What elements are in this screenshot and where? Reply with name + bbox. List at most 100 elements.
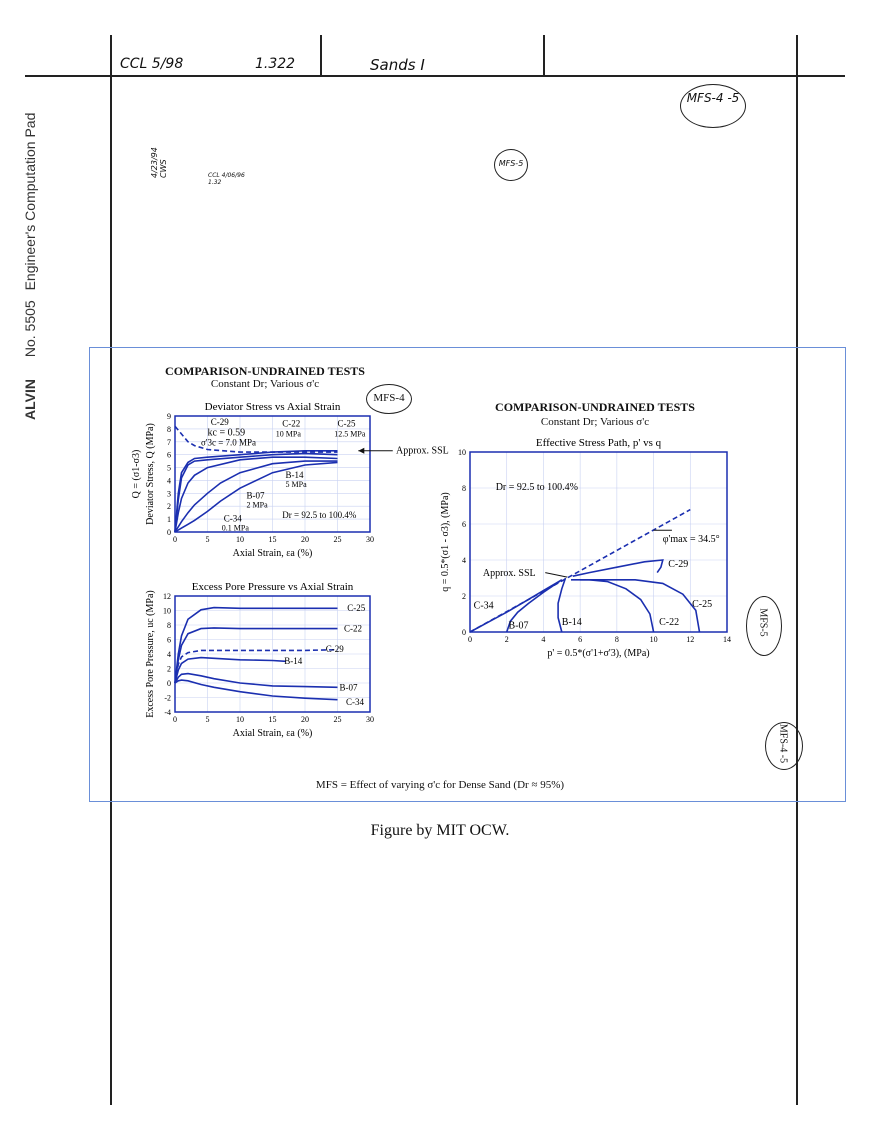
header-right: Sands I xyxy=(370,56,425,74)
pad-text: Engineer's Computation Pad xyxy=(22,112,38,291)
y-tick-label: 2 xyxy=(167,502,171,511)
x-tick-label: 15 xyxy=(269,535,277,544)
y-tick-label: -4 xyxy=(164,708,171,717)
chart-title: Excess Pore Pressure vs Axial Strain xyxy=(192,581,354,593)
label-dr: Dr = 92.5 to 100.4% xyxy=(496,482,578,493)
series-line-c-34 xyxy=(469,579,563,633)
x-tick-label: 20 xyxy=(301,535,309,544)
series-line-c-25 xyxy=(580,579,701,633)
y-tick-label: 6 xyxy=(462,520,466,529)
x-axis-label: Axial Strain, εa (%) xyxy=(233,728,313,739)
label-c22: C-22 xyxy=(344,624,362,634)
y-axis-label: q = 0.5*(σ1 - σ3), (MPa) xyxy=(440,492,451,591)
pad-brand: ALVIN xyxy=(22,379,38,420)
series-line-b-07 xyxy=(174,672,338,689)
x-tick-label: 4 xyxy=(541,635,545,644)
chart-title: Effective Stress Path, p' vs q xyxy=(536,437,662,449)
right-figure-subtitle: Constant Dr; Various σ'c xyxy=(540,416,650,428)
x-tick-label: 10 xyxy=(650,635,658,644)
series-line-b-14 xyxy=(557,577,567,633)
x-tick-label: 2 xyxy=(505,635,509,644)
label-ssl: Approx. SSL xyxy=(396,445,449,456)
series-line-c-34 xyxy=(174,679,338,701)
label-c25: C-25 xyxy=(347,603,366,613)
label-ssl: Approx. SSL xyxy=(483,568,536,579)
x-tick-label: 15 xyxy=(269,715,277,724)
label-c29: C-29 xyxy=(326,644,345,654)
series-line-c-22 xyxy=(174,452,338,533)
series-line-c-29 xyxy=(174,425,338,453)
header-mid: 1.322 xyxy=(255,56,296,72)
label-c25-pressure: 12.5 MPa xyxy=(334,430,366,439)
y-tick-label: 5 xyxy=(167,464,171,473)
margin-note-date: 4/23/94 CWS xyxy=(150,147,168,178)
series-line-c-25 xyxy=(174,606,338,684)
label-b14: B-14 xyxy=(562,617,582,628)
label-c29: C-29 xyxy=(668,559,688,570)
y-axis-label-2: Q = (σ1-σ3) xyxy=(131,450,142,499)
y-axis-label: Deviator Stress, Q (MPa) xyxy=(145,423,156,525)
mfs45-badge xyxy=(765,722,803,770)
mfs45-text: MFS-4 -5 xyxy=(777,723,789,764)
figure-frame xyxy=(89,347,846,802)
label-b07-pressure: 2 MPa xyxy=(247,501,269,510)
label-c22-pressure: 10 MPa xyxy=(276,430,302,439)
x-axis-label: Axial Strain, εa (%) xyxy=(233,548,313,559)
series-line-b-07 xyxy=(174,460,338,533)
series-line-c-22 xyxy=(174,627,338,684)
y-tick-label: 8 xyxy=(167,621,171,630)
margin-note-ccl: CCL 4/06/96 1.32 xyxy=(208,172,245,186)
y-tick-label: 2 xyxy=(462,592,466,601)
y-tick-label: 4 xyxy=(167,476,171,485)
plot-frame xyxy=(174,415,371,533)
mfs4-text: MFS-4 xyxy=(373,392,405,404)
tag-top-right-text: MFS-4 -5 xyxy=(686,91,740,105)
label-b07: B-07 xyxy=(247,490,266,500)
right-margin-rule xyxy=(796,35,798,1105)
label-c25: C-25 xyxy=(338,418,357,428)
y-tick-label: 0 xyxy=(167,528,171,537)
y-tick-label: 8 xyxy=(167,425,171,434)
label-b14: B-14 xyxy=(286,470,305,480)
mfs5-badge xyxy=(746,596,782,656)
x-tick-label: 5 xyxy=(206,535,210,544)
label-c34: C-34 xyxy=(474,601,494,612)
pad-number: No. 5505 xyxy=(22,300,38,358)
left-figure-subtitle: Constant Dr; Various σ'c xyxy=(210,378,320,390)
label-c34: C-34 xyxy=(346,697,365,707)
label-c25: C-25 xyxy=(692,599,712,610)
margin-rule xyxy=(110,35,112,1105)
x-tick-label: 10 xyxy=(236,715,244,724)
y-tick-label: 4 xyxy=(462,556,466,565)
x-tick-label: 30 xyxy=(366,715,374,724)
label-c22: C-22 xyxy=(659,617,679,628)
y-tick-label: 6 xyxy=(167,636,171,645)
right-figure-title: COMPARISON-UNDRAINED TESTS xyxy=(495,400,695,414)
label-sigma3c: σ'3c = 7.0 MPa xyxy=(201,438,256,448)
pore-pressure-chart: Excess Pore Pressure vs Axial Strain 0 5 10… xyxy=(145,581,374,739)
series-line-c-29 xyxy=(572,559,664,577)
y-tick-label: 0 xyxy=(462,628,466,637)
y-axis-label: Excess Pore Pressure, uc (MPa) xyxy=(145,590,156,717)
series-line-c-25 xyxy=(174,450,338,533)
header-left: CCL 5/98 xyxy=(120,56,184,72)
figure-caption: Figure by MIT OCW. xyxy=(370,822,510,839)
tag-mid: MFS-5 xyxy=(494,149,528,181)
series-line-c-22 xyxy=(571,579,655,633)
label-b07: B-07 xyxy=(339,682,358,692)
mfs4-badge: MFS-4 xyxy=(366,384,412,414)
y-tick-label: 1 xyxy=(167,515,171,524)
y-tick-label: 0 xyxy=(167,679,171,688)
y-tick-label: 4 xyxy=(167,650,171,659)
stress-path-chart: Effective Stress Path, p' vs q 0 2 4 6 8 10 12 1… xyxy=(440,437,731,659)
pad-label: ALVIN No. 5505 Engineer's Computation Pa… xyxy=(22,113,38,420)
x-tick-label: 25 xyxy=(334,535,342,544)
header-divider-2 xyxy=(543,35,545,75)
x-tick-label: 14 xyxy=(723,635,731,644)
x-tick-label: 25 xyxy=(334,715,342,724)
label-b14-pressure: 5 MPa xyxy=(286,480,308,489)
figure-footnote: MFS = Effect of varying σ'c for Dense Sa… xyxy=(315,779,565,791)
y-tick-label: 12 xyxy=(163,592,171,601)
y-tick-label: 7 xyxy=(167,438,171,447)
